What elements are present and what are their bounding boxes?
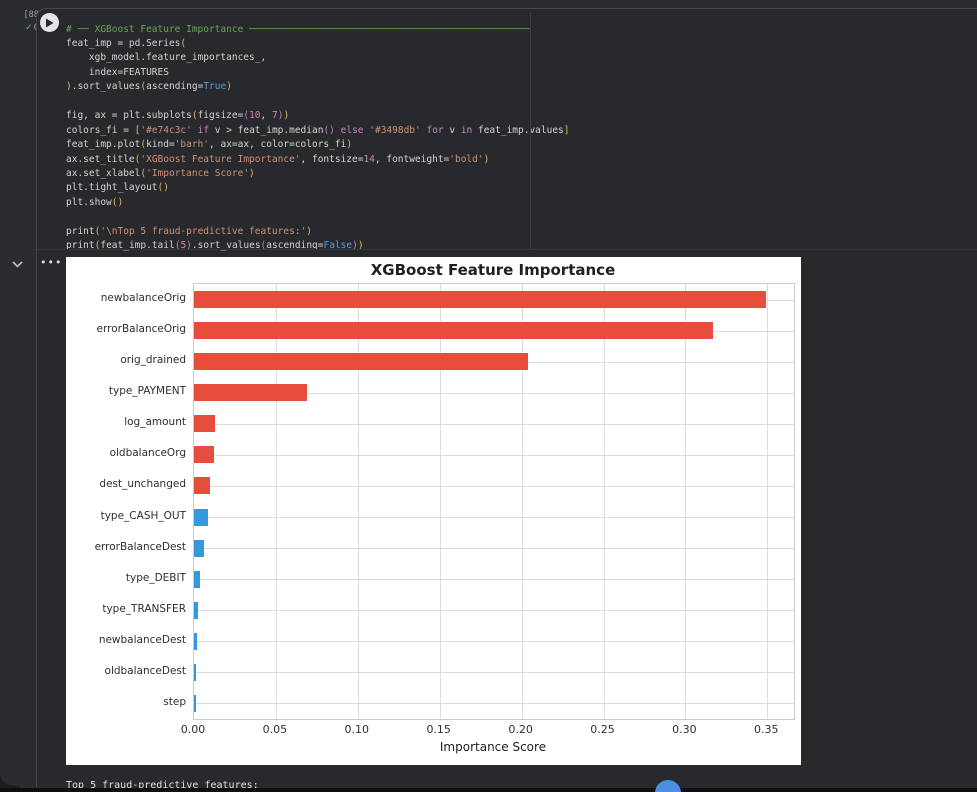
- feature-bar-oldbalanceOrg: [194, 446, 214, 463]
- code-line: print('\nTop 5 fraud-predictive features…: [66, 225, 966, 239]
- code-line: # ── XGBoost Feature Importance ────────…: [66, 23, 966, 37]
- y-axis-label: oldbalanceOrg: [66, 448, 186, 459]
- code-line: [66, 95, 966, 109]
- feature-bar-dest_unchanged: [194, 477, 210, 494]
- grid-line-vertical: [767, 284, 768, 719]
- y-axis-label: type_PAYMENT: [66, 386, 186, 397]
- x-axis-tick-label: 0.20: [491, 723, 551, 736]
- chart-title: XGBoost Feature Importance: [193, 261, 793, 279]
- y-axis-label: step: [66, 697, 186, 708]
- output-options-button[interactable]: •••: [40, 255, 58, 271]
- code-line: xgb_model.feature_importances_,: [66, 51, 966, 65]
- y-axis-label: dest_unchanged: [66, 479, 186, 490]
- code-line: feat_imp = pd.Series(: [66, 37, 966, 51]
- code-line: plt.tight_layout(): [66, 181, 966, 195]
- feature-bar-orig_drained: [194, 353, 528, 370]
- code-line: plt.show(): [66, 196, 966, 210]
- grid-line-horizontal: [194, 672, 794, 673]
- feature-bar-type_TRANSFER: [194, 602, 198, 619]
- x-axis-tick-label: 0.05: [245, 723, 305, 736]
- grid-line-vertical: [604, 284, 605, 719]
- cell-output-divider: [37, 249, 977, 250]
- x-axis-tick-label: 0.30: [654, 723, 714, 736]
- feature-bar-step: [194, 695, 196, 712]
- code-line: ax.set_title('XGBoost Feature Importance…: [66, 153, 966, 167]
- bottom-strip: [0, 788, 977, 792]
- x-axis-title: Importance Score: [193, 740, 793, 754]
- grid-line-vertical: [440, 284, 441, 719]
- grid-line-horizontal: [194, 579, 794, 580]
- x-axis-tick-label: 0.25: [573, 723, 633, 736]
- feature-bar-log_amount: [194, 415, 215, 432]
- grid-line-horizontal: [194, 517, 794, 518]
- y-axis-label: type_CASH_OUT: [66, 511, 186, 522]
- y-axis-label: type_TRANSFER: [66, 604, 186, 615]
- y-axis-label: oldbalanceDest: [66, 666, 186, 677]
- feature-bar-errorBalanceDest: [194, 540, 204, 557]
- code-line: colors_fi = ['#e74c3c' if v > feat_imp.m…: [66, 124, 966, 138]
- grid-line-vertical: [522, 284, 523, 719]
- run-cell-button[interactable]: [40, 13, 59, 32]
- figure-output: XGBoost Feature Importance newbalanceOri…: [66, 257, 801, 765]
- code-line: print(feat_imp.tail(5).sort_values(ascen…: [66, 239, 966, 253]
- grid-line-horizontal: [194, 424, 794, 425]
- code-line: [66, 210, 966, 224]
- y-axis-label: newbalanceDest: [66, 635, 186, 646]
- chevron-down-icon: [12, 261, 23, 268]
- feature-bar-newbalanceDest: [194, 633, 197, 650]
- code-line: index=FEATURES: [66, 66, 966, 80]
- code-line: ).sort_values(ascending=True): [66, 80, 966, 94]
- code-line: fig, ax = plt.subplots(figsize=(10, 7)): [66, 109, 966, 123]
- y-axis-label: orig_drained: [66, 355, 186, 366]
- grid-line-vertical: [276, 284, 277, 719]
- feature-bar-newbalanceOrig: [194, 291, 766, 308]
- code-line: feat_imp.plot(kind='barh', ax=ax, color=…: [66, 138, 966, 152]
- feature-bar-type_PAYMENT: [194, 384, 307, 401]
- grid-line-horizontal: [194, 610, 794, 611]
- feature-bar-errorBalanceOrig: [194, 322, 713, 339]
- code-editor[interactable]: # ── XGBoost Feature Importance ────────…: [66, 23, 966, 254]
- code-line: ax.set_xlabel('Importance Score'): [66, 167, 966, 181]
- ellipsis-icon: •••: [40, 256, 62, 269]
- grid-line-horizontal: [194, 548, 794, 549]
- grid-line-vertical: [685, 284, 686, 719]
- grid-line-horizontal: [194, 641, 794, 642]
- grid-line-horizontal: [194, 455, 794, 456]
- y-axis-label: errorBalanceOrig: [66, 324, 186, 335]
- feature-bar-oldbalanceDest: [194, 664, 196, 681]
- notebook-page: [88] ✓ 0s # ── XGBoost Feature Importanc…: [0, 0, 977, 792]
- feature-bar-type_DEBIT: [194, 571, 200, 588]
- feature-bar-type_CASH_OUT: [194, 509, 208, 526]
- success-check-icon: ✓: [26, 24, 32, 32]
- x-axis-tick-label: 0.00: [163, 723, 223, 736]
- y-axis-label: type_DEBIT: [66, 573, 186, 584]
- grid-line-horizontal: [194, 486, 794, 487]
- grid-line-horizontal: [194, 703, 794, 704]
- x-axis-tick-label: 0.35: [736, 723, 796, 736]
- play-icon: [45, 18, 54, 28]
- x-axis-tick-label: 0.10: [327, 723, 387, 736]
- y-axis-label: errorBalanceDest: [66, 542, 186, 553]
- y-axis-label: newbalanceOrig: [66, 293, 186, 304]
- output-collapse-button[interactable]: [9, 256, 25, 272]
- plot-area: [193, 283, 795, 720]
- page-corner: [0, 752, 20, 786]
- x-axis-tick-label: 0.15: [409, 723, 469, 736]
- editor-column-ruler: [530, 13, 531, 249]
- grid-line-vertical: [358, 284, 359, 719]
- y-axis-label: log_amount: [66, 417, 186, 428]
